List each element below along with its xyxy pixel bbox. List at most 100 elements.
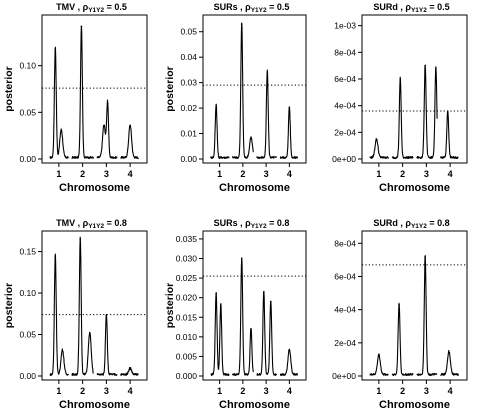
peak-point	[219, 304, 222, 307]
plot-frame	[361, 14, 468, 164]
x-tick-label: 4	[128, 386, 133, 396]
peak-point	[398, 303, 400, 306]
y-tick-label: 0.015	[176, 312, 198, 322]
posterior-series-chr2	[231, 257, 254, 377]
y-tick-label: 4e-04	[334, 305, 356, 315]
y-tick-label: 0.020	[176, 293, 198, 303]
y-axis-label: posterior	[3, 283, 15, 329]
peak-point	[215, 292, 217, 295]
chart-panel-1: TMV , ρY1Y2 = 0.5 0.00 0.05 0.10 1 2 3 4 Chromos…	[3, 2, 148, 194]
posterior-series-chr2	[71, 25, 94, 160]
plot-frame	[202, 14, 307, 164]
y-tick-label: 0.005	[176, 351, 198, 361]
x-axis-label: Chromosome	[219, 182, 290, 194]
y-tick-label: 0.000	[176, 371, 198, 381]
y-tick-label: 4e-04	[334, 101, 356, 111]
x-tick-label: 4	[287, 169, 292, 179]
peak-point	[263, 290, 265, 293]
peak-point	[215, 104, 217, 107]
chart-panel-5: SURs , ρY1Y2 = 0.8 0.000 0.005 0.010 0.015 0.…	[164, 218, 307, 411]
y-tick-label: 0e+00	[332, 154, 356, 164]
posterior-series-chr3	[416, 255, 438, 377]
x-tick-label: 3	[264, 386, 269, 396]
y-tick-label: 0.05	[19, 330, 36, 340]
x-tick-label: 1	[217, 169, 222, 179]
panel-title: SURd , ρY1Y2 = 0.5	[373, 2, 449, 14]
peak-point	[79, 238, 82, 240]
plot-frame	[361, 230, 468, 381]
y-tick-label: 2e-04	[334, 127, 356, 137]
posterior-series-chr4	[279, 348, 299, 376]
posterior-series-chr3	[96, 99, 118, 160]
x-axis-label: Chromosome	[219, 399, 290, 411]
posterior-series-chr1	[49, 46, 69, 159]
y-tick-label: 0.030	[176, 254, 198, 264]
y-tick-label: 0.00	[19, 154, 36, 164]
y-tick-label: 2e-04	[334, 338, 356, 348]
x-tick-label: 2	[240, 169, 245, 179]
posterior-series-chr3	[96, 313, 118, 376]
y-tick-label: 0.10	[19, 288, 36, 298]
posterior-series-chr4	[279, 106, 298, 159]
posterior-series-chr1	[49, 253, 69, 376]
posterior-series-chr4	[440, 110, 459, 159]
peak-point	[106, 102, 109, 104]
x-tick-label: 3	[104, 169, 109, 179]
y-tick-label: 0.00	[180, 154, 197, 164]
y-axis-label: posterior	[164, 283, 176, 329]
y-axis-label: posterior	[3, 66, 15, 112]
peak-point	[250, 328, 252, 330]
posterior-series-chr3	[256, 290, 278, 376]
peak-point	[240, 23, 243, 25]
x-tick-label: 2	[240, 386, 245, 396]
x-axis-label: Chromosome	[379, 182, 450, 194]
panel-title: TMV , ρY1Y2 = 0.5	[56, 2, 127, 14]
chart-panel-2: SURs , ρY1Y2 = 0.5 0.00 0.01 0.02 0.03 0.04 0.…	[164, 2, 307, 194]
x-tick-label: 3	[424, 169, 429, 179]
panel-title: TMV , ρY1Y2 = 0.8	[56, 218, 127, 230]
y-tick-label: 0.10	[19, 61, 36, 71]
y-tick-label: 0.025	[176, 273, 198, 283]
x-tick-label: 4	[448, 169, 453, 179]
panel-title: SURs , ρY1Y2 = 0.8	[214, 218, 290, 230]
x-tick-label: 4	[287, 386, 292, 396]
x-tick-label: 4	[448, 386, 453, 396]
y-tick-label: 6e-04	[334, 271, 356, 281]
panel-title: SURs , ρY1Y2 = 0.5	[214, 2, 290, 14]
y-tick-label: 0.01	[180, 129, 197, 139]
peak-point	[105, 314, 108, 317]
y-tick-label: 0.02	[180, 103, 197, 113]
peak-point	[266, 71, 269, 74]
panel-title: SURd , ρY1Y2 = 0.8	[373, 218, 449, 230]
peak-point	[399, 78, 402, 80]
x-tick-label: 2	[80, 169, 85, 179]
peak-point	[375, 139, 378, 142]
peak-point	[424, 64, 426, 67]
y-tick-label: 0.04	[180, 52, 197, 62]
x-tick-label: 2	[400, 386, 405, 396]
x-tick-label: 2	[80, 386, 85, 396]
peak-point	[60, 130, 63, 132]
peak-point	[288, 107, 291, 109]
y-tick-label: 0.15	[19, 247, 36, 257]
peak-point	[424, 255, 426, 258]
y-tick-label: 8e-04	[334, 47, 356, 57]
peak-point	[61, 350, 64, 352]
y-tick-label: 1e-03	[334, 21, 356, 31]
peak-point	[88, 333, 91, 336]
posterior-series-chr2	[391, 76, 414, 160]
posterior-series-chr2	[391, 302, 414, 377]
peak-point	[80, 25, 83, 28]
y-tick-label: 0.05	[180, 27, 197, 37]
x-tick-label: 1	[217, 386, 222, 396]
peak-point	[446, 111, 449, 114]
posterior-series-chr1	[369, 353, 389, 376]
y-tick-label: 8e-04	[334, 238, 356, 248]
peak-point	[448, 351, 450, 354]
plot-frame	[41, 230, 148, 381]
x-axis-label: Chromosome	[379, 399, 450, 411]
chart-panel-3: SURd , ρY1Y2 = 0.5 0e+00 2e-04 4e-04 6e-04 8e…	[332, 2, 468, 194]
x-tick-label: 1	[56, 169, 61, 179]
peak-point	[269, 300, 272, 303]
y-tick-label: 0e+00	[332, 371, 356, 381]
